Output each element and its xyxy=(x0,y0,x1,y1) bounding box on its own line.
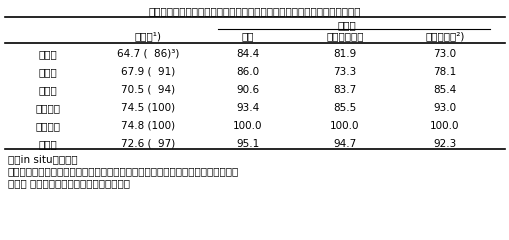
Text: 84.4: 84.4 xyxy=(236,49,259,59)
Text: 乾物: 乾物 xyxy=(241,31,254,41)
Text: 92.3: 92.3 xyxy=(433,139,456,149)
Text: 100.0: 100.0 xyxy=(330,121,359,131)
Text: 黄熟初期: 黄熟初期 xyxy=(36,103,61,113)
Text: 70.5 (  94): 70.5 ( 94) xyxy=(121,85,175,95)
Text: 表１．収穫時期別トウモロコシサイレージの乾物消化率と可消化養分回収率: 表１．収穫時期別トウモロコシサイレージの乾物消化率と可消化養分回収率 xyxy=(149,6,360,16)
Text: 74.5 (100): 74.5 (100) xyxy=(121,103,175,113)
Text: 完熟期: 完熟期 xyxy=(39,139,57,149)
Text: 黄熟後期: 黄熟後期 xyxy=(36,121,61,131)
Text: 81.9: 81.9 xyxy=(333,49,356,59)
Text: 85.5: 85.5 xyxy=(333,103,356,113)
Text: 回収率: 回収率 xyxy=(336,20,355,30)
Text: 90.6: 90.6 xyxy=(236,85,259,95)
Text: 93.0: 93.0 xyxy=(433,103,456,113)
Text: 67.9 (  91): 67.9 ( 91) xyxy=(121,67,175,77)
Text: 83.7: 83.7 xyxy=(333,85,356,95)
Text: 95.1: 95.1 xyxy=(236,139,259,149)
Text: ２）黄熟期の可消化養分回収率を１００とし各収穫時期の可消化養分回収率を算出: ２）黄熟期の可消化養分回収率を１００とし各収穫時期の可消化養分回収率を算出 xyxy=(8,166,239,176)
Text: 78.1: 78.1 xyxy=(433,67,456,77)
Text: １）in situ法による: １）in situ法による xyxy=(8,154,77,164)
Text: 86.0: 86.0 xyxy=(236,67,259,77)
Text: ３）（ ）内は黄熟後期を１００とした比率: ３）（ ）内は黄熟後期を１００とした比率 xyxy=(8,178,130,188)
Text: 72.6 (  97): 72.6 ( 97) xyxy=(121,139,175,149)
Text: 93.4: 93.4 xyxy=(236,103,259,113)
Text: 64.7 (  86)³): 64.7 ( 86)³) xyxy=(117,49,179,59)
Text: 100.0: 100.0 xyxy=(430,121,459,131)
Text: 74.8 (100): 74.8 (100) xyxy=(121,121,175,131)
Text: 94.7: 94.7 xyxy=(333,139,356,149)
Text: 73.0: 73.0 xyxy=(433,49,456,59)
Text: 消化率¹): 消化率¹) xyxy=(134,31,161,41)
Text: 水熟期: 水熟期 xyxy=(39,49,57,59)
Text: 糊熟期: 糊熟期 xyxy=(39,85,57,95)
Text: 73.3: 73.3 xyxy=(333,67,356,77)
Text: 85.4: 85.4 xyxy=(433,85,456,95)
Text: 粗タンパク質: 粗タンパク質 xyxy=(326,31,363,41)
Text: 可消化養分²): 可消化養分²) xyxy=(425,31,464,41)
Text: 乳熟期: 乳熟期 xyxy=(39,67,57,77)
Text: 100.0: 100.0 xyxy=(233,121,262,131)
